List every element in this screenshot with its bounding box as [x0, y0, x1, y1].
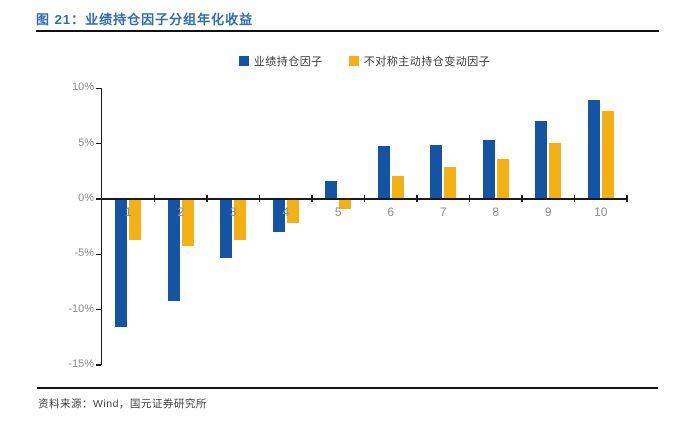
- y-tick-mark: [95, 364, 101, 366]
- x-tick-mark: [153, 195, 156, 202]
- x-tick-mark: [363, 195, 366, 202]
- y-tick-label: 5%: [78, 136, 94, 149]
- chart-legend: 业绩持仓因子 不对称主动持仓变动因子: [102, 53, 627, 69]
- x-tick-mark: [206, 195, 208, 202]
- bar-series1: [377, 146, 390, 198]
- legend-item-series1: 业绩持仓因子: [238, 53, 323, 69]
- x-tick-mark: [573, 195, 576, 202]
- y-tick-mark: [95, 87, 101, 90]
- y-tick-mark: [95, 198, 101, 200]
- bar-series2: [601, 110, 614, 198]
- x-tick-mark: [311, 195, 313, 202]
- bar-series2: [391, 175, 404, 198]
- bar-series2: [181, 199, 194, 246]
- x-tick-mark: [258, 195, 261, 202]
- legend-label-series1: 业绩持仓因子: [253, 56, 323, 68]
- source-note: 资料来源：Wind，国元证券研究所: [38, 398, 207, 410]
- y-tick-label: -5%: [74, 247, 94, 260]
- bar-series1: [115, 199, 128, 327]
- y-tick-label: 10%: [71, 81, 94, 94]
- bar-series2: [444, 167, 457, 198]
- source-divider: [37, 387, 658, 389]
- bar-series1: [430, 144, 443, 198]
- x-tick-label: 8: [492, 205, 500, 219]
- x-tick-label: 4: [282, 205, 290, 219]
- x-tick-mark: [468, 195, 471, 202]
- y-tick-mark: [95, 253, 101, 256]
- bar-series1: [535, 120, 548, 198]
- x-tick-label: 5: [334, 205, 342, 219]
- bar-series2: [496, 159, 509, 198]
- x-tick-mark: [416, 195, 418, 202]
- y-tick-label: 0%: [78, 192, 94, 204]
- bar-series1: [167, 199, 180, 302]
- x-tick-label: 9: [544, 205, 552, 219]
- y-axis-line: [100, 88, 102, 365]
- bar-series1: [272, 199, 285, 232]
- bar-series2: [339, 199, 352, 210]
- x-tick-label: 3: [229, 205, 237, 219]
- bar-series1: [220, 199, 233, 259]
- x-tick-mark: [626, 195, 628, 202]
- bar-series2: [129, 199, 142, 241]
- figure-title: 图 21：业绩持仓因子分组年化收益: [36, 12, 254, 27]
- x-tick-label: 7: [439, 205, 447, 219]
- x-tick-label: 10: [594, 205, 608, 219]
- bar-series2: [549, 142, 562, 198]
- x-tick-label: 1: [124, 205, 132, 219]
- title-divider: [36, 30, 659, 32]
- x-tick-mark: [521, 195, 523, 202]
- legend-item-series2: 不对称主动持仓变动因子: [348, 53, 491, 69]
- bar-series1: [482, 140, 495, 198]
- y-tick-mark: [95, 142, 101, 145]
- legend-swatch-gold: [348, 56, 359, 66]
- legend-swatch-blue: [238, 56, 249, 66]
- bar-series2: [234, 199, 247, 241]
- bar-series1: [325, 181, 338, 198]
- bar-series1: [587, 99, 600, 198]
- x-tick-label: 2: [177, 205, 185, 219]
- y-tick-label: -10%: [68, 302, 94, 315]
- legend-label-series2: 不对称主动持仓变动因子: [363, 56, 491, 68]
- y-tick-mark: [95, 308, 101, 311]
- x-tick-label: 6: [387, 205, 395, 219]
- y-tick-label: -15%: [68, 357, 94, 370]
- bar-series2: [286, 199, 299, 223]
